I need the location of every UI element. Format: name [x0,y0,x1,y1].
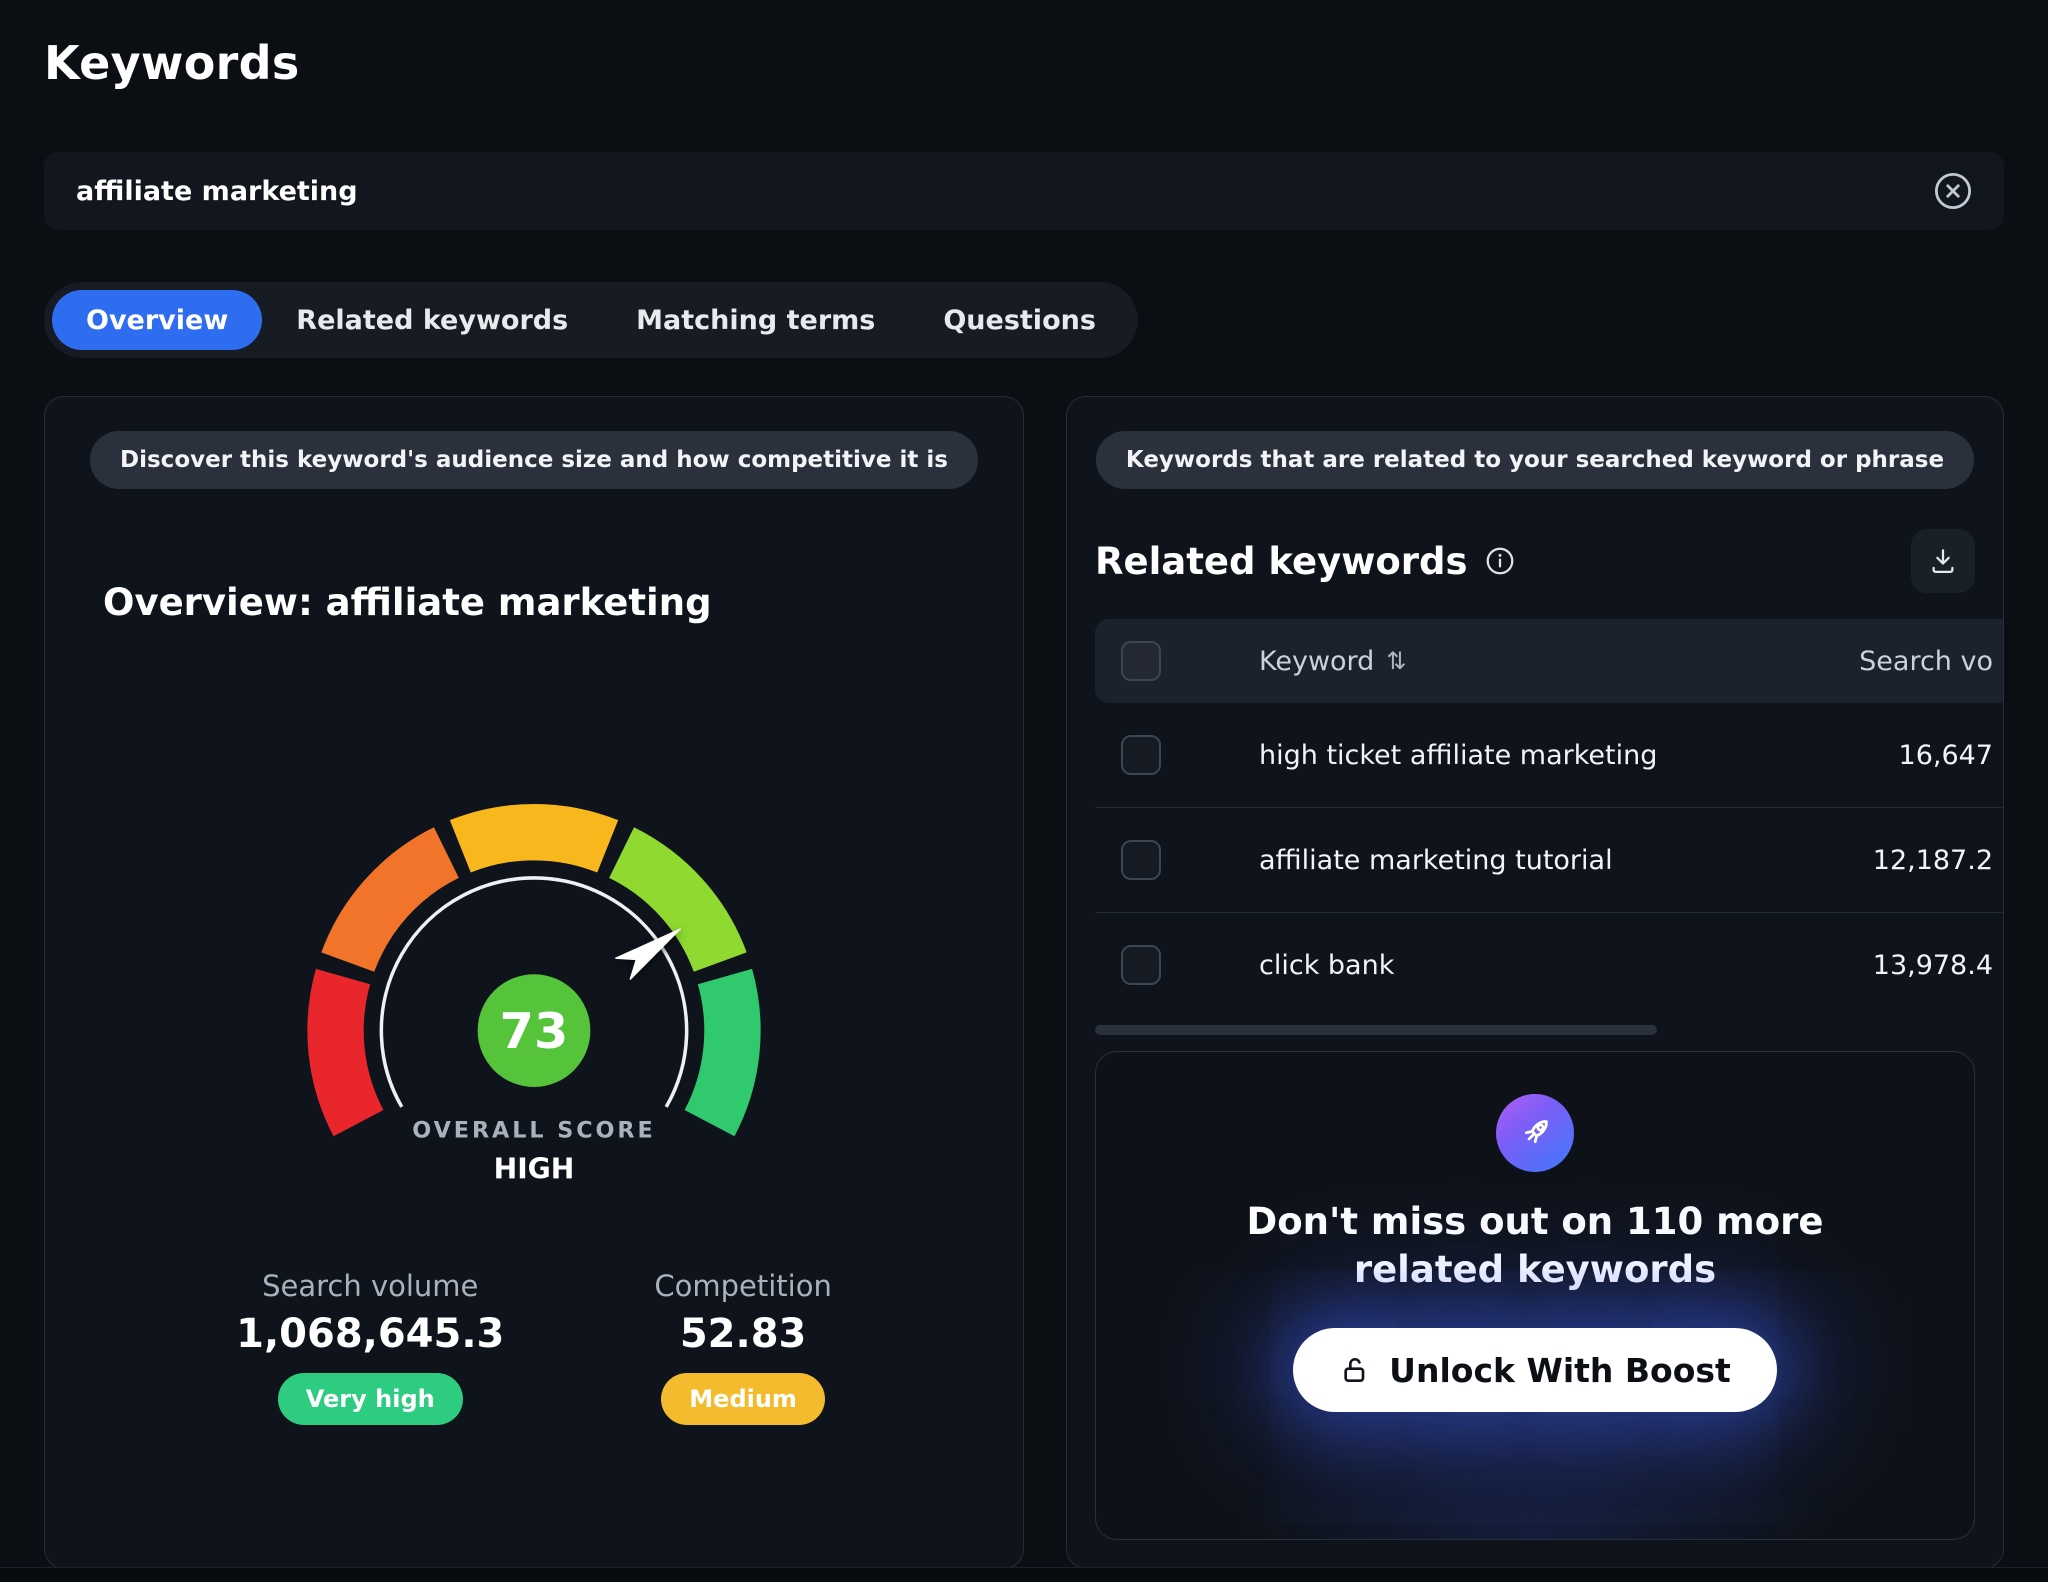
download-icon [1932,549,1954,573]
unlock-icon [1344,1358,1365,1383]
table-row[interactable]: click bank 13,978.4 [1095,913,2003,1017]
gauge-caption: OVERALL SCORE [412,1117,655,1143]
rocket-icon [1524,1120,1548,1144]
table-header-row: Keyword ⇅ Search vo [1095,619,2003,703]
download-button[interactable] [1911,529,1975,593]
info-icon[interactable] [1484,545,1516,577]
keyword-cell: affiliate marketing tutorial [1259,844,1613,876]
table-row[interactable]: high ticket affiliate marketing 16,647 [1095,703,2003,808]
volume-cell: 16,647 [1898,739,1993,771]
search-volume-rating-badge: Very high [277,1373,463,1425]
header-checkbox-cell [1095,641,1259,681]
related-keywords-title: Related keywords [1095,539,1468,583]
keyword-search-input[interactable] [74,174,1916,208]
select-all-checkbox[interactable] [1121,641,1161,681]
gauge-level: HIGH [494,1153,575,1186]
stat-search-volume: Search volume 1,068,645.3 Very high [236,1269,504,1425]
sort-icon[interactable]: ⇅ [1386,647,1407,675]
row-checkbox[interactable] [1121,840,1161,880]
volume-cell: 13,978.4 [1872,949,1993,981]
row-checkbox-cell [1095,945,1259,985]
overall-score-gauge: 73 OVERALL SCORE HIGH [299,784,769,1199]
unlock-with-boost-button[interactable]: Unlock With Boost [1293,1328,1777,1413]
x-circle-icon [1934,172,1972,210]
volume-column-header: Search vo [1859,645,1993,677]
stat-competition: Competition 52.83 Medium [654,1269,832,1425]
bottom-edge [0,1567,2048,1582]
page-title: Keywords [44,36,300,90]
table-row[interactable]: affiliate marketing tutorial 12,187.2 [1095,808,2003,913]
gauge-svg: 73 OVERALL SCORE HIGH [307,804,761,1186]
related-keywords-header: Related keywords [1095,529,1975,593]
keyword-cell: click bank [1259,949,1395,981]
search-volume-value: 1,068,645.3 [236,1311,505,1357]
row-checkbox-cell [1095,840,1259,880]
keyword-header-label: Keyword [1259,645,1375,677]
competition-rating-badge: Medium [661,1373,825,1425]
gauge-score-circle [477,974,591,1087]
tab-related-keywords[interactable]: Related keywords [296,304,569,336]
overview-card: Discover this keyword's audience size an… [44,396,1024,1569]
related-keywords-table: Keyword ⇅ Search vo high ticket affiliat… [1095,619,2003,1017]
overview-stats: Search volume 1,068,645.3 Very high Comp… [103,1269,965,1425]
tab-overview[interactable]: Overview [52,290,263,350]
row-checkbox[interactable] [1121,945,1161,985]
keyword-tabs: Overview Related keywords Matching terms… [44,282,1138,358]
boost-message: Don't miss out on 110 more related keywo… [1246,1200,1824,1292]
overview-description-badge: Discover this keyword's audience size an… [90,431,978,489]
row-checkbox[interactable] [1121,735,1161,775]
info-circle-icon [1486,547,1513,575]
keyword-cell: high ticket affiliate marketing [1259,739,1658,771]
competition-label: Competition [654,1269,832,1303]
boost-upsell-card: Don't miss out on 110 more related keywo… [1095,1051,1975,1540]
keyword-search-bar [44,152,2004,230]
overview-title: Overview: affiliate marketing [103,581,712,624]
gauge-track [379,876,689,1108]
volume-cell: 12,187.2 [1872,844,1993,876]
tab-matching-terms[interactable]: Matching terms [636,304,876,336]
competition-value: 52.83 [679,1311,807,1357]
unlock-button-label: Unlock With Boost [1389,1350,1731,1390]
search-volume-label: Search volume [262,1269,479,1303]
horizontal-scrollbar[interactable] [1095,1025,1657,1035]
tab-questions[interactable]: Questions [943,304,1096,336]
related-keywords-card: Keywords that are related to your search… [1066,396,2004,1569]
clear-search-button[interactable] [1932,170,1974,212]
rocket-badge [1496,1094,1574,1172]
related-description-badge: Keywords that are related to your search… [1095,431,1975,489]
keyword-column-header[interactable]: Keyword ⇅ [1259,646,1783,677]
row-checkbox-cell [1095,735,1259,775]
gauge-segments [307,804,761,1137]
gauge-score-value: 73 [500,1002,569,1060]
content-cards: Discover this keyword's audience size an… [44,396,2004,1569]
gauge-needle [615,928,681,980]
